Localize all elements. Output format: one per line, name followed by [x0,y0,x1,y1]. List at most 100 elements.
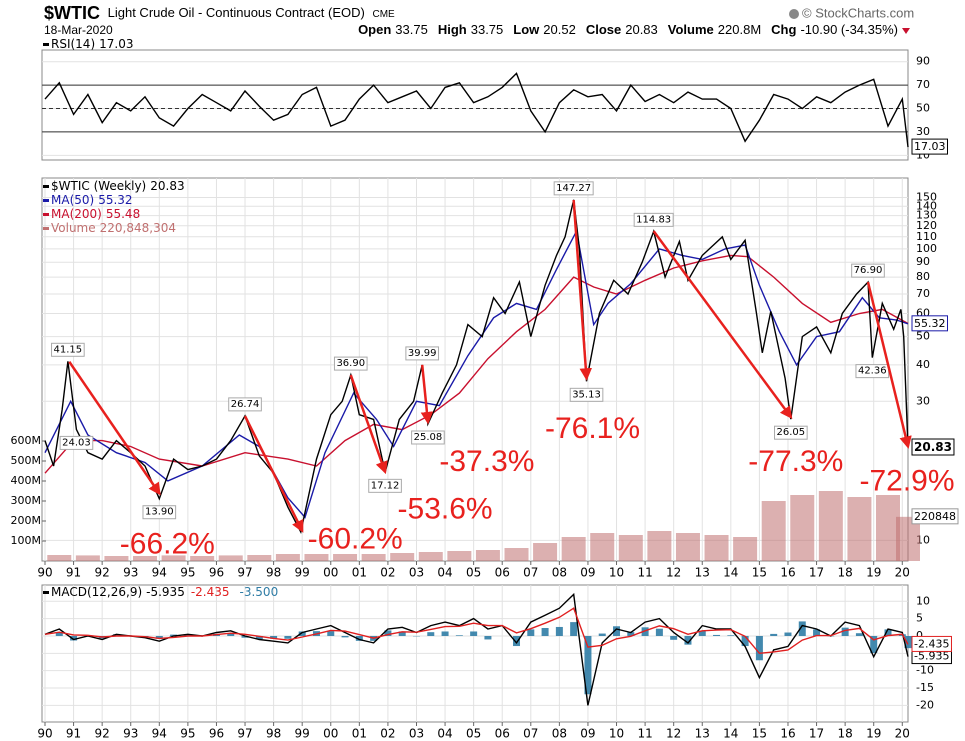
x-tick-label: 94 [152,727,167,741]
panel-frame [41,49,909,161]
legend-entry: MA(200) 55.48 [51,207,140,221]
x-tick-label: 05 [466,566,481,580]
legend-value: 220,848,304 [100,221,176,235]
x-tick-label: 06 [495,566,510,580]
bar [155,635,163,639]
bar [713,634,721,636]
value-label: 26.05 [777,427,806,438]
x-tick-label: 09 [580,566,595,580]
x-tick-label: 91 [66,727,81,741]
x-tick-label: 96 [209,566,224,580]
bar [341,635,349,638]
y-tick-label: 40 [916,358,930,371]
legend-entry: -3.500 [240,585,279,599]
y-tick-label: 80 [916,270,930,283]
x-tick-label: 01 [352,566,367,580]
x-tick-label: 99 [295,566,310,580]
legend-value: 17.03 [99,37,133,51]
drawdown-label: -60.2% [308,523,403,556]
x-tick-label: 04 [437,727,452,741]
y-tick-label: 90 [916,55,930,68]
y2-tick-label: 600M [11,434,42,447]
value-label: 42.36 [858,366,887,377]
bar [447,551,472,561]
bar [170,634,178,636]
last-value-tag: 220848 [914,510,956,523]
bar [790,495,815,561]
bar [741,635,749,647]
bar [361,554,386,561]
y-tick-label: 130 [916,209,937,222]
drawdown-arrow [572,199,593,381]
x-tick-label: 00 [323,566,338,580]
bar [855,633,863,636]
bar [818,491,843,561]
last-value-tag: 17.03 [914,140,946,153]
bar [398,631,406,636]
bar [655,628,663,636]
bar [304,554,329,561]
tag-box [911,138,948,155]
y-tick-label: 30 [916,394,930,407]
tag-box [911,635,952,652]
bar [190,556,215,561]
y-tick-label: 90 [916,255,930,268]
bar [441,631,449,636]
value-label-box [228,397,262,412]
quote-value: -10.90 (-34.35%) [800,22,898,37]
tag-box [911,315,948,332]
bar [298,631,306,636]
bar [541,628,549,636]
x-tick-label: 19 [866,727,881,741]
legend-name: MA(50) [51,193,94,207]
x-tick-label: 01 [352,727,367,741]
legend-name: MA(200) [51,207,102,221]
bar [241,635,249,638]
bar [627,632,635,636]
bar [770,633,778,636]
series-line [44,607,909,655]
legend-entry: MA(50) 55.32 [51,193,133,207]
bar [55,632,63,636]
bar [684,635,692,645]
x-tick-label: 14 [723,566,738,580]
quote-label: Close [586,22,621,37]
y-tick-label: 50 [916,330,930,343]
y-tick-label: -10 [916,664,934,677]
x-tick-label: 04 [437,566,452,580]
y-tick-label: -15 [916,681,934,694]
value-label: 17.12 [371,480,400,491]
legend-swatch [43,199,49,202]
bar [733,537,758,561]
x-tick-label: 98 [266,727,281,741]
bar [390,553,415,561]
bar [590,533,615,561]
y2-tick-label: 500M [11,454,42,467]
x-tick-label: 99 [295,727,310,741]
bar [641,627,649,636]
last-value-tag: -5.935 [914,650,949,663]
bar [484,635,492,640]
x-tick-label: 07 [523,727,538,741]
value-label: 39.99 [408,348,437,359]
last-value-tag: -2.435 [914,637,949,650]
value-label: 35.13 [572,389,601,400]
y-tick-label: 140 [916,199,937,212]
value-label: 25.08 [414,432,443,443]
bar [504,548,529,561]
date: 18-Mar-2020 [44,23,113,37]
x-tick-label: 12 [666,566,681,580]
tag-box [911,508,959,525]
x-tick-label: 90 [37,566,52,580]
value-label-box [774,425,808,440]
x-tick-label: 18 [837,566,852,580]
bar [755,635,763,661]
legend-value: 55.48 [106,207,140,221]
series-line [44,72,909,148]
legend-value: 55.32 [98,193,132,207]
x-tick-label: 17 [809,727,824,741]
value-label-box [411,430,445,445]
x-tick-label: 16 [780,727,795,741]
bar [75,555,100,561]
